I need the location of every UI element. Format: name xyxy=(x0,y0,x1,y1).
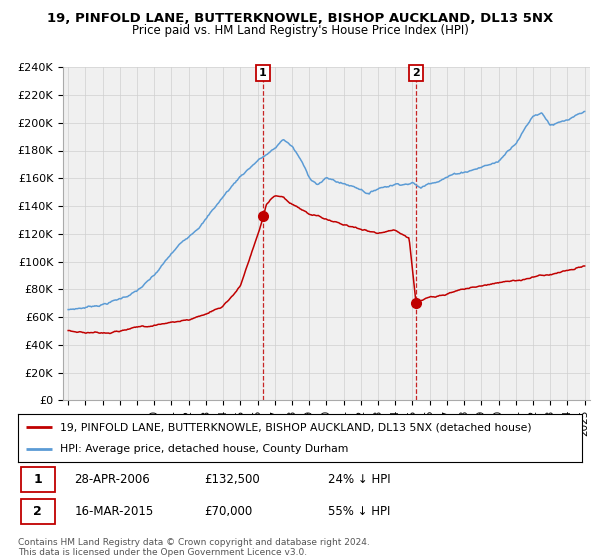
Text: 1: 1 xyxy=(34,473,42,486)
Text: 55% ↓ HPI: 55% ↓ HPI xyxy=(328,505,391,519)
Text: £70,000: £70,000 xyxy=(204,505,253,519)
Text: 19, PINFOLD LANE, BUTTERKNOWLE, BISHOP AUCKLAND, DL13 5NX (detached house): 19, PINFOLD LANE, BUTTERKNOWLE, BISHOP A… xyxy=(60,422,532,432)
FancyBboxPatch shape xyxy=(21,500,55,524)
Text: Contains HM Land Registry data © Crown copyright and database right 2024.
This d: Contains HM Land Registry data © Crown c… xyxy=(18,538,370,557)
Text: 2: 2 xyxy=(34,505,42,519)
Text: 2: 2 xyxy=(412,68,420,78)
Text: 1: 1 xyxy=(259,68,267,78)
Text: 24% ↓ HPI: 24% ↓ HPI xyxy=(328,473,391,486)
Text: 16-MAR-2015: 16-MAR-2015 xyxy=(74,505,154,519)
FancyBboxPatch shape xyxy=(21,467,55,492)
Text: 28-APR-2006: 28-APR-2006 xyxy=(74,473,150,486)
Text: £132,500: £132,500 xyxy=(204,473,260,486)
Text: Price paid vs. HM Land Registry's House Price Index (HPI): Price paid vs. HM Land Registry's House … xyxy=(131,24,469,36)
Text: 19, PINFOLD LANE, BUTTERKNOWLE, BISHOP AUCKLAND, DL13 5NX: 19, PINFOLD LANE, BUTTERKNOWLE, BISHOP A… xyxy=(47,12,553,25)
Text: HPI: Average price, detached house, County Durham: HPI: Average price, detached house, Coun… xyxy=(60,444,349,454)
